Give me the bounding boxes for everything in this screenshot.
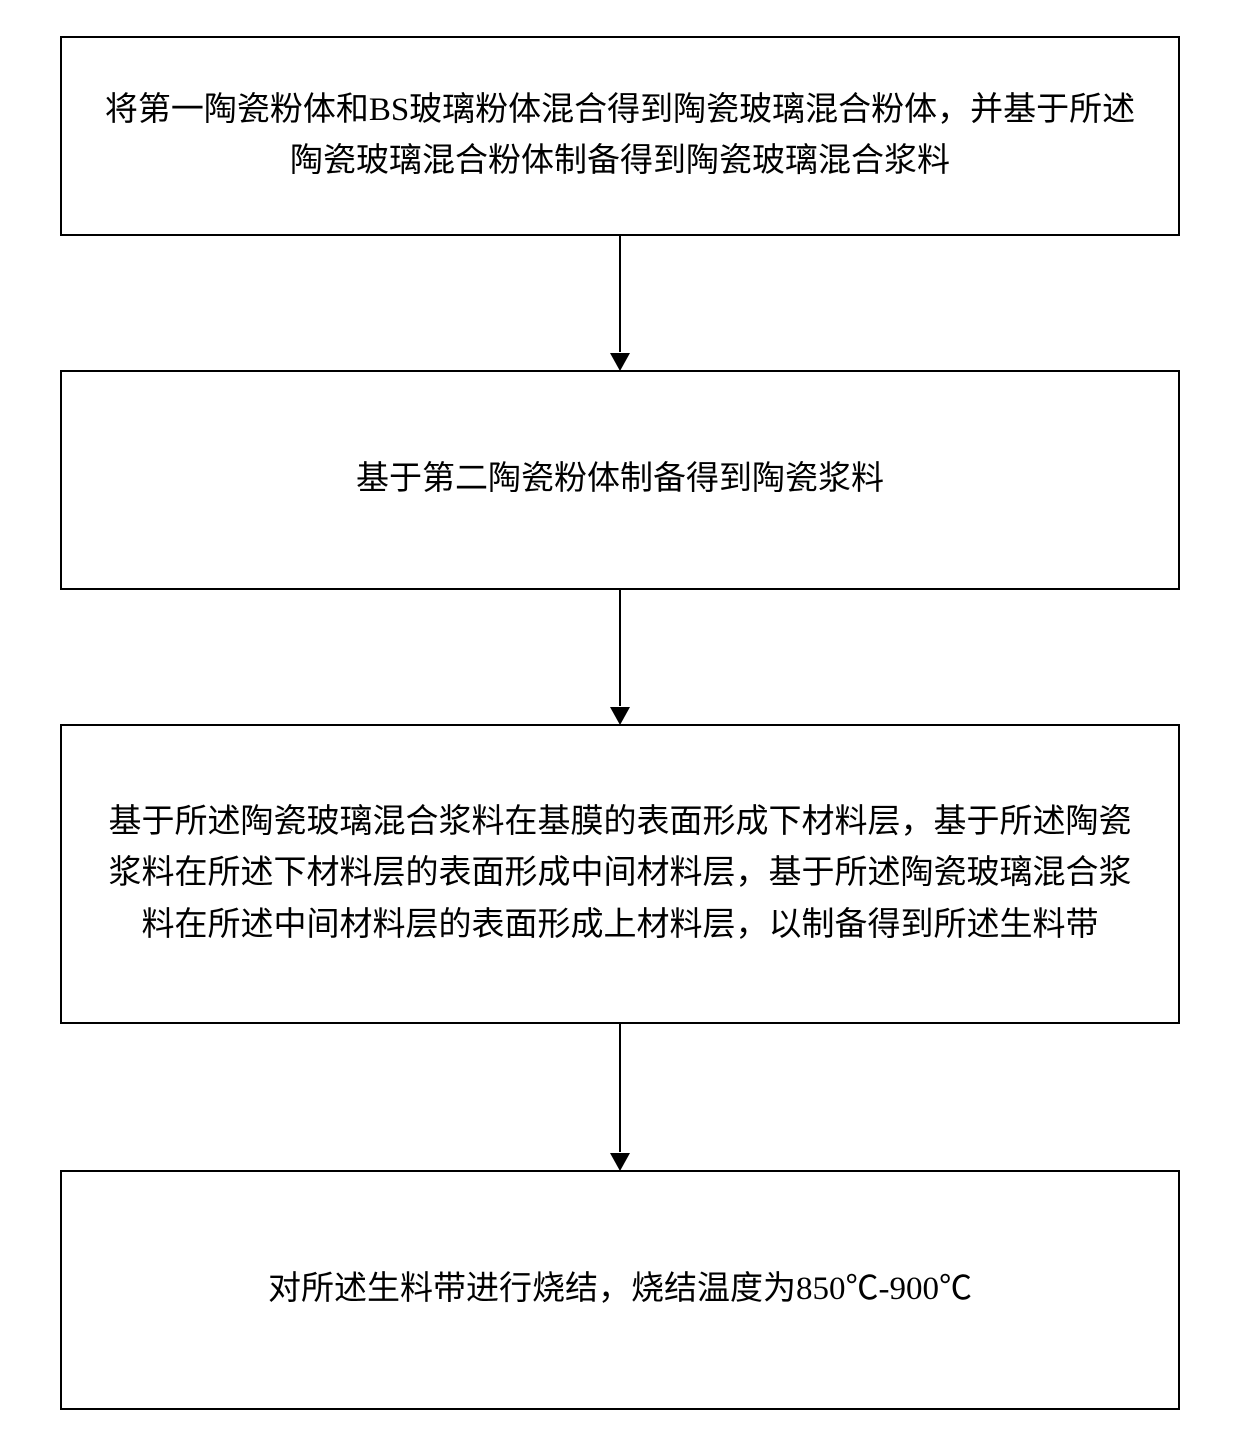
- arrow-shaft: [619, 1024, 621, 1152]
- arrow-head-icon: [610, 1153, 630, 1171]
- arrow-shaft: [619, 590, 621, 706]
- flowchart-arrow-3: [610, 1024, 630, 1170]
- flowchart-node-4: 对所述生料带进行烧结，烧结温度为850℃-900℃: [60, 1170, 1180, 1410]
- flowchart-arrow-1: [610, 236, 630, 370]
- flowchart-node-2: 基于第二陶瓷粉体制备得到陶瓷浆料: [60, 370, 1180, 590]
- flowchart-canvas: 将第一陶瓷粉体和BS玻璃粉体混合得到陶瓷玻璃混合粉体，并基于所述陶瓷玻璃混合粉体…: [0, 0, 1240, 1453]
- flowchart-arrow-2: [610, 590, 630, 724]
- flowchart-node-3-text: 基于所述陶瓷玻璃混合浆料在基膜的表面形成下材料层，基于所述陶瓷浆料在所述下材料层…: [102, 797, 1138, 950]
- flowchart-node-1: 将第一陶瓷粉体和BS玻璃粉体混合得到陶瓷玻璃混合粉体，并基于所述陶瓷玻璃混合粉体…: [60, 36, 1180, 236]
- arrow-head-icon: [610, 353, 630, 371]
- flowchart-node-1-text: 将第一陶瓷粉体和BS玻璃粉体混合得到陶瓷玻璃混合粉体，并基于所述陶瓷玻璃混合粉体…: [102, 85, 1138, 187]
- flowchart-node-2-text: 基于第二陶瓷粉体制备得到陶瓷浆料: [356, 454, 884, 505]
- flowchart-node-4-text: 对所述生料带进行烧结，烧结温度为850℃-900℃: [268, 1264, 972, 1315]
- arrow-shaft: [619, 236, 621, 352]
- arrow-head-icon: [610, 707, 630, 725]
- flowchart-node-3: 基于所述陶瓷玻璃混合浆料在基膜的表面形成下材料层，基于所述陶瓷浆料在所述下材料层…: [60, 724, 1180, 1024]
